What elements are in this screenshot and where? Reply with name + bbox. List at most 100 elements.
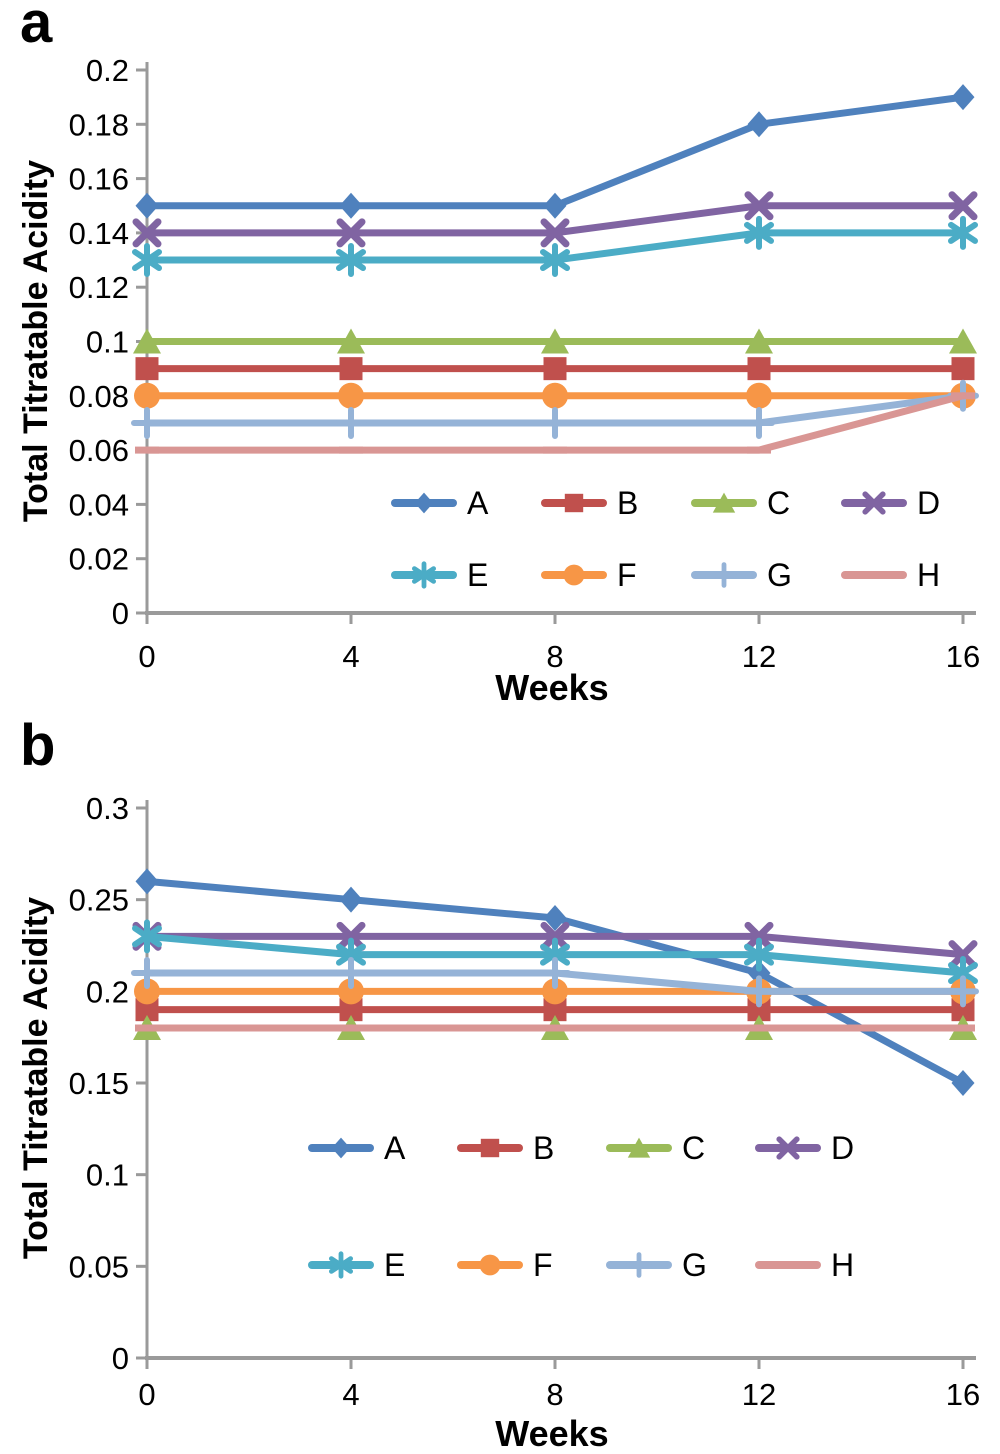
legend-entry-F: F: [541, 557, 637, 593]
legend-entry-C: C: [606, 1130, 705, 1166]
x-tick-label: 4: [342, 639, 359, 674]
panel-a-label: a: [20, 0, 53, 55]
legend-entry-C: C: [691, 485, 790, 521]
square-marker: [135, 357, 159, 381]
y-tick-label: 0.08: [69, 379, 129, 414]
diamond-marker: [339, 192, 363, 219]
series-B: [135, 357, 975, 381]
legend-entry-D: D: [755, 1130, 854, 1166]
plus-marker: [711, 562, 737, 588]
panel-a-x-axis-title: Weeks: [495, 667, 609, 708]
legend-label: C: [767, 485, 790, 521]
square-marker: [543, 357, 567, 381]
x-tick-label: 0: [138, 1377, 155, 1412]
legend-label: F: [617, 557, 637, 593]
circle-marker: [746, 382, 772, 409]
circle-marker: [479, 1254, 501, 1276]
y-tick-label: 0.1: [86, 1158, 129, 1193]
dash-marker: [543, 1024, 567, 1032]
series-D: [132, 191, 978, 248]
circle-marker: [542, 978, 568, 1005]
triangle-marker: [949, 328, 977, 354]
diamond-marker: [951, 84, 975, 111]
y-tick-label: 0.25: [69, 883, 129, 918]
series-F: [134, 382, 976, 409]
y-tick-label: 0.1: [86, 325, 129, 360]
dash-marker: [339, 1024, 363, 1032]
dash-marker: [543, 446, 567, 454]
plus-marker: [743, 975, 775, 1008]
y-tick-label: 0.3: [86, 791, 129, 826]
dash-marker: [747, 1024, 771, 1032]
series-H: [135, 392, 975, 454]
diamond-marker: [747, 111, 771, 138]
asterisk-marker: [744, 937, 774, 972]
plus-marker: [947, 975, 979, 1008]
diamond-marker: [747, 960, 771, 986]
panel-b-chart: 0 0.05 0.1 0.15 0.2 0.25 0.3 0 4 8 12 16 A B C D E F G H: [69, 791, 981, 1412]
square-marker: [480, 1138, 500, 1158]
x-marker: [540, 218, 570, 248]
plus-marker: [335, 957, 367, 989]
y-tick-label: 0.14: [69, 216, 129, 251]
y-tick-label: 0.2: [86, 974, 129, 1009]
legend-label: C: [682, 1130, 705, 1166]
x-marker: [744, 921, 774, 951]
circle-marker: [563, 564, 585, 586]
legend-entry-B: B: [457, 1130, 554, 1166]
legend-label: E: [384, 1247, 405, 1283]
diamond-marker: [135, 192, 159, 219]
plus-marker: [539, 406, 571, 439]
legend-label: D: [831, 1130, 854, 1166]
legend-entry-H: H: [755, 1247, 854, 1283]
x-tick-label: 4: [342, 1377, 359, 1412]
dash-marker: [778, 1262, 798, 1268]
legend-label: A: [467, 485, 489, 521]
triangle-marker: [337, 328, 365, 354]
diamond-marker: [339, 886, 363, 913]
asterisk-marker: [411, 561, 437, 589]
dash-marker: [135, 1024, 159, 1032]
panel-b-label: b: [20, 713, 56, 778]
circle-marker: [338, 382, 364, 409]
asterisk-marker: [540, 243, 570, 278]
legend-entry-G: G: [606, 1247, 707, 1283]
circle-marker: [134, 382, 160, 409]
panel-b-x-axis-title: Weeks: [495, 1413, 609, 1454]
x-tick-label: 8: [546, 1377, 563, 1412]
y-tick-label: 0: [112, 1341, 129, 1376]
x-marker: [776, 1136, 800, 1160]
legend-entry-H: H: [841, 557, 940, 593]
panel-a-chart: 0 0.02 0.04 0.06 0.08 0.1 0.12 0.14 0.16 0.18 0.2 0…: [69, 53, 981, 674]
asterisk-marker: [744, 215, 774, 250]
legend-label: G: [767, 557, 792, 593]
plus-marker: [743, 406, 775, 439]
x-marker: [862, 491, 886, 515]
y-tick-label: 0: [112, 596, 129, 631]
legend-label: B: [617, 485, 638, 521]
legend-entry-A: A: [308, 1130, 406, 1166]
x-marker: [948, 940, 978, 970]
legend-label: E: [467, 557, 488, 593]
series-C: [133, 328, 977, 354]
legend-entry-D: D: [841, 485, 940, 521]
triangle-marker: [712, 492, 736, 513]
diamond-marker: [543, 905, 567, 931]
square-marker: [543, 998, 567, 1022]
y-tick-label: 0.15: [69, 1066, 129, 1101]
legend-entry-A: A: [391, 485, 489, 521]
square-marker: [951, 998, 975, 1022]
y-tick-label: 0.05: [69, 1249, 129, 1284]
y-tick-label: 0.16: [69, 162, 129, 197]
plus-marker: [626, 1252, 652, 1278]
y-tick-label: 0.12: [69, 270, 129, 305]
legend-entry-B: B: [541, 485, 638, 521]
y-tick-label: 0.18: [69, 107, 129, 142]
square-marker: [747, 998, 771, 1022]
square-marker: [339, 357, 363, 381]
y-tick-label: 0.06: [69, 433, 129, 468]
x-marker: [336, 921, 366, 951]
legend-entry-E: E: [391, 557, 488, 593]
legend-label: H: [917, 557, 940, 593]
